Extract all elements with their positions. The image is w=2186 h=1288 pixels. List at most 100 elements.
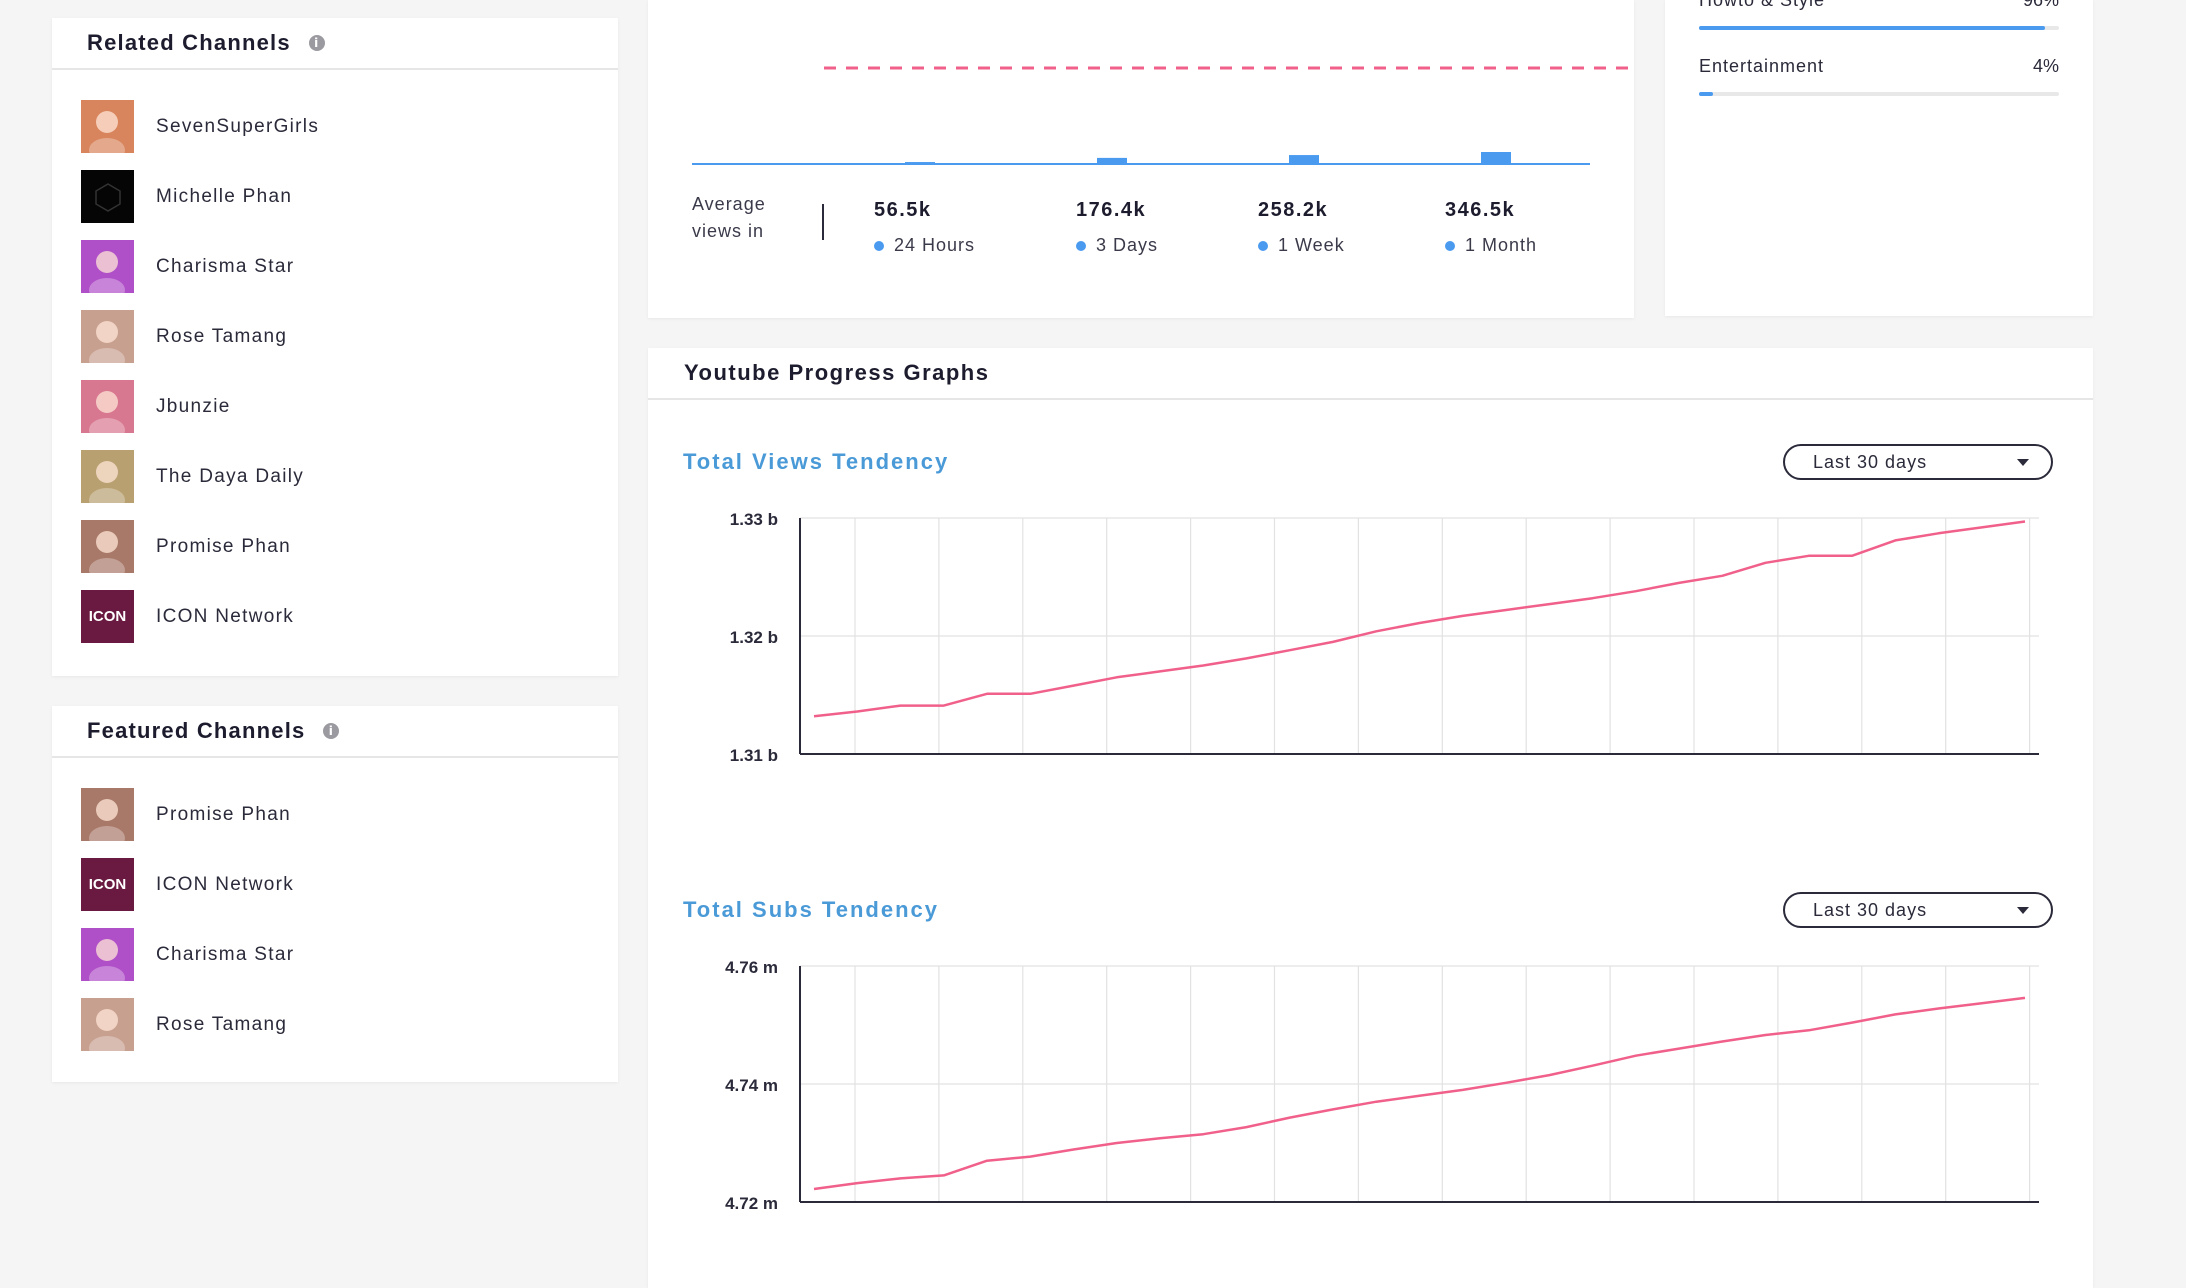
subs-range-select[interactable]: Last 30 days [1783, 892, 2053, 928]
channel-name[interactable]: SevenSuperGirls [156, 115, 320, 137]
channel-item[interactable]: Michelle Phan [81, 170, 292, 223]
average-views-item: 56.5k 24 Hours [874, 199, 975, 256]
legend-dot [1258, 240, 1268, 251]
legend-dot [1445, 240, 1455, 251]
channel-name[interactable]: Promise Phan [156, 535, 291, 557]
channel-name[interactable]: ICON Network [156, 873, 295, 895]
average-views-period-label: 1 Week [1278, 235, 1345, 255]
channel-name[interactable]: Rose Tamang [156, 1013, 288, 1035]
average-views-card: Average views in 56.5k 24 Hours 176.4k 3 Da… [648, 0, 1634, 318]
progress-graphs-title: Youtube Progress Graphs [684, 360, 990, 385]
y-tick-label: 4.76 m [725, 958, 778, 977]
channel-item[interactable]: ICON ICON Network [81, 590, 294, 643]
views-range-select[interactable]: Last 30 days [1783, 444, 2053, 480]
avatar[interactable] [81, 240, 134, 293]
info-icon[interactable]: i [323, 723, 340, 739]
average-views-value: 258.2k [1258, 199, 1329, 221]
average-views-bar [1097, 157, 1127, 164]
views-chart: 09/2809/3010/0210/0410/0610/0810/1010/12… [730, 510, 2039, 765]
average-views-item: 176.4k 3 Days [1076, 199, 1158, 256]
average-views-period: 1 Month [1445, 235, 1537, 256]
avatar[interactable] [81, 170, 134, 223]
chevron-down-icon [2017, 459, 2029, 466]
channel-item[interactable]: The Daya Daily [81, 450, 304, 503]
channel-name[interactable]: The Daya Daily [156, 465, 305, 487]
y-tick-label: 1.31 b [730, 746, 778, 765]
average-views-separator [822, 204, 824, 240]
average-views-value: 346.5k [1445, 199, 1516, 221]
avatar[interactable] [81, 520, 134, 573]
avatar[interactable] [81, 380, 134, 433]
channel-name[interactable]: Michelle Phan [156, 185, 293, 207]
y-tick-label: 4.74 m [725, 1076, 778, 1095]
channel-name[interactable]: Charisma Star [156, 943, 295, 965]
category-progress-fill [1699, 26, 2045, 30]
legend-dot [874, 240, 884, 251]
average-views-label-line1: Average [692, 194, 766, 214]
category-progress-track [1699, 92, 2059, 96]
channel-name[interactable]: Promise Phan [156, 803, 291, 825]
category-progress-track [1699, 26, 2059, 30]
channel-item[interactable]: Charisma Star [81, 928, 294, 981]
avatar[interactable] [81, 788, 134, 841]
average-views-chart [692, 66, 1634, 165]
average-views-period-label: 24 Hours [894, 235, 976, 255]
legend-dot [1076, 240, 1086, 251]
avatar[interactable] [81, 998, 134, 1051]
avatar[interactable] [81, 450, 134, 503]
chevron-down-icon [2017, 907, 2029, 914]
featured-channels-title: Featured Channels [87, 718, 306, 743]
average-views-period-label: 3 Days [1096, 235, 1159, 255]
category-progress-fill [1699, 92, 1714, 96]
average-views-period: 3 Days [1076, 235, 1158, 256]
channel-name[interactable]: ICON Network [156, 605, 295, 627]
category-percent: 96% [2022, 0, 2059, 10]
subs-chart-title: Total Subs Tendency [683, 897, 939, 922]
category-label: Howto & Style [1699, 0, 1826, 10]
average-views-bar [1289, 155, 1319, 164]
avatar[interactable] [81, 928, 134, 981]
related-channels-title: Related Channels [87, 30, 291, 55]
channel-item[interactable]: Charisma Star [81, 240, 294, 293]
channel-item[interactable]: Promise Phan [81, 520, 291, 573]
channel-item[interactable]: Promise Phan [81, 788, 291, 841]
average-views-value: 176.4k [1076, 199, 1147, 221]
channel-item[interactable]: Jbunzie [81, 380, 231, 433]
average-views-period-label: 1 Month [1465, 235, 1538, 255]
series-line [813, 996, 2026, 1191]
avatar[interactable] [81, 310, 134, 363]
average-views-period: 1 Week [1258, 235, 1345, 256]
y-tick-label: 4.72 m [725, 1194, 778, 1213]
channel-item[interactable]: Rose Tamang [81, 998, 287, 1051]
average-views-item: 258.2k 1 Week [1258, 199, 1345, 256]
avatar[interactable]: ICON [81, 858, 134, 911]
subs-range-value: Last 30 days [1813, 899, 1928, 920]
progress-graphs-header: Youtube Progress Graphs [648, 348, 2093, 400]
views-range-value: Last 30 days [1813, 451, 1928, 472]
views-chart-title: Total Views Tendency [683, 449, 950, 474]
category-card: Howto & Style 96% Entertainment 4% [1665, 0, 2093, 316]
average-views-value: 56.5k [874, 199, 932, 221]
avatar[interactable]: ICON [81, 590, 134, 643]
average-views-period: 24 Hours [874, 235, 975, 256]
info-icon[interactable]: i [308, 35, 325, 51]
average-views-item: 346.5k 1 Month [1445, 199, 1537, 256]
channel-item[interactable]: SevenSuperGirls [81, 100, 319, 153]
channel-name[interactable]: Jbunzie [156, 395, 231, 417]
channel-logo-text: ICON [88, 608, 127, 625]
channel-name[interactable]: Rose Tamang [156, 325, 288, 347]
subs-chart: 09/2809/3010/0210/0410/0610/0810/1010/12… [725, 958, 2039, 1213]
related-channels-header: Related Channels i [52, 18, 618, 70]
y-tick-label: 1.33 b [730, 510, 778, 529]
series-line [813, 520, 2026, 718]
featured-channels-header: Featured Channels i [52, 706, 618, 758]
average-views-label: Average views in [692, 191, 766, 245]
channel-item[interactable]: Rose Tamang [81, 310, 287, 363]
y-tick-label: 1.32 b [730, 628, 778, 647]
channel-name[interactable]: Charisma Star [156, 255, 295, 277]
category-label: Entertainment [1699, 56, 1825, 76]
channel-item[interactable]: ICON ICON Network [81, 858, 294, 911]
channel-logo-text: ICON [88, 876, 127, 893]
avatar[interactable] [81, 100, 134, 153]
average-views-bar [905, 162, 935, 164]
